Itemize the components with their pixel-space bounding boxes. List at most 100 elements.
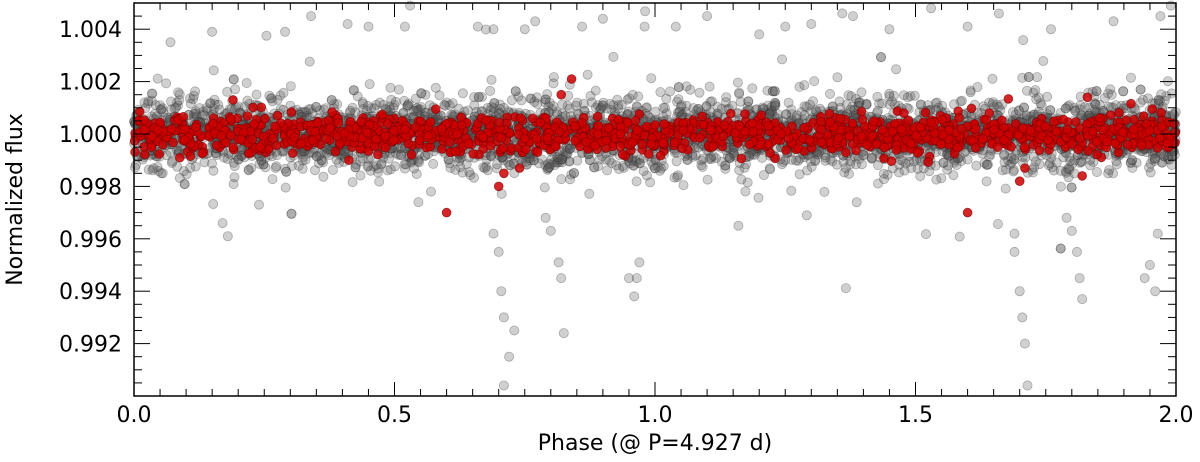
unbinned-point [1038,56,1049,67]
binned-point [242,111,253,121]
unbinned-point [485,85,496,96]
unbinned-point [993,8,1004,19]
unbinned-point [539,182,550,193]
unbinned-point [685,84,696,95]
unbinned-point [1137,94,1148,105]
unbinned-point [403,98,414,109]
unbinned-point [385,82,396,93]
unbinned-point [1014,286,1025,297]
binned-point [197,148,208,159]
unbinned-point [129,162,140,173]
unbinned-point [350,162,361,173]
unbinned-point [802,165,813,176]
unbinned-point [614,163,625,174]
binned-point [1147,104,1158,114]
unbinned-point [230,84,241,95]
unbinned-point [987,99,998,110]
unbinned-point [1066,182,1077,193]
unbinned-point [286,160,297,171]
unbinned-point [553,257,564,268]
unbinned-point [888,90,899,101]
unbinned-point [411,168,422,179]
unbinned-point [383,153,394,164]
unbinned-point [1067,158,1078,169]
unbinned-point [1111,159,1122,170]
unbinned-point [777,54,788,65]
unbinned-point [582,69,593,80]
unbinned-point [856,159,867,170]
unbinned-point [411,103,422,114]
unbinned-point [616,99,627,110]
unbinned-point [720,160,731,171]
unbinned-point [981,176,992,187]
unbinned-point [271,161,282,172]
unbinned-point [209,99,220,110]
unbinned-point [1127,162,1138,173]
unbinned-point [1008,164,1019,175]
unbinned-point [1066,225,1077,236]
unbinned-point [655,87,666,98]
unbinned-point [348,85,359,96]
unbinned-point [844,168,855,179]
unbinned-point [769,86,780,97]
unbinned-point [1023,72,1034,83]
unbinned-point [671,156,682,167]
unbinned-point [696,160,707,171]
unbinned-point [1074,273,1085,284]
unbinned-point [270,162,281,173]
unbinned-point [1028,151,1039,162]
unbinned-point [1145,167,1156,178]
unbinned-point [233,154,244,165]
unbinned-point [1092,166,1103,177]
unbinned-point [251,89,262,100]
unbinned-point [493,246,504,257]
unbinned-point [1144,259,1155,270]
unbinned-point [1046,24,1057,35]
unbinned-point [1019,338,1030,349]
unbinned-point [921,229,932,240]
unbinned-point [208,103,219,114]
unbinned-point [326,95,337,106]
unbinned-point [596,103,607,114]
unbinned-point [1069,103,1080,114]
unbinned-point [781,109,792,120]
unbinned-point [355,170,366,181]
unbinned-point [791,155,802,166]
unbinned-point [552,157,563,168]
unbinned-point [984,97,995,108]
unbinned-point [706,96,717,107]
unbinned-point [702,11,713,22]
unbinned-point [943,160,954,171]
unbinned-point [848,11,859,22]
unbinned-point [493,108,504,119]
unbinned-point [851,197,862,208]
unbinned-point [1061,212,1072,223]
unbinned-point [1062,163,1073,174]
unbinned-point [525,93,536,104]
unbinned-point [476,92,487,103]
unbinned-point [393,84,404,95]
unbinned-point [808,96,819,107]
unbinned-point [206,158,217,169]
unbinned-point [420,89,431,100]
unbinned-point [734,165,745,176]
unbinned-point [948,170,959,181]
unbinned-point [498,312,509,323]
unbinned-point [786,154,797,165]
unbinned-point [498,102,509,113]
unbinned-point [165,96,176,107]
unbinned-point [281,166,292,177]
unbinned-point [1009,154,1020,165]
unbinned-point [1077,294,1088,305]
unbinned-point [694,87,705,98]
unbinned-point [1006,157,1017,168]
unbinned-point [179,179,190,190]
unbinned-point [1125,157,1136,168]
unbinned-point [385,164,396,175]
unbinned-point [780,155,791,166]
unbinned-point [641,170,652,181]
binned-point [736,153,747,164]
unbinned-point [278,87,289,98]
unbinned-point [473,92,484,103]
unbinned-point [399,21,410,32]
